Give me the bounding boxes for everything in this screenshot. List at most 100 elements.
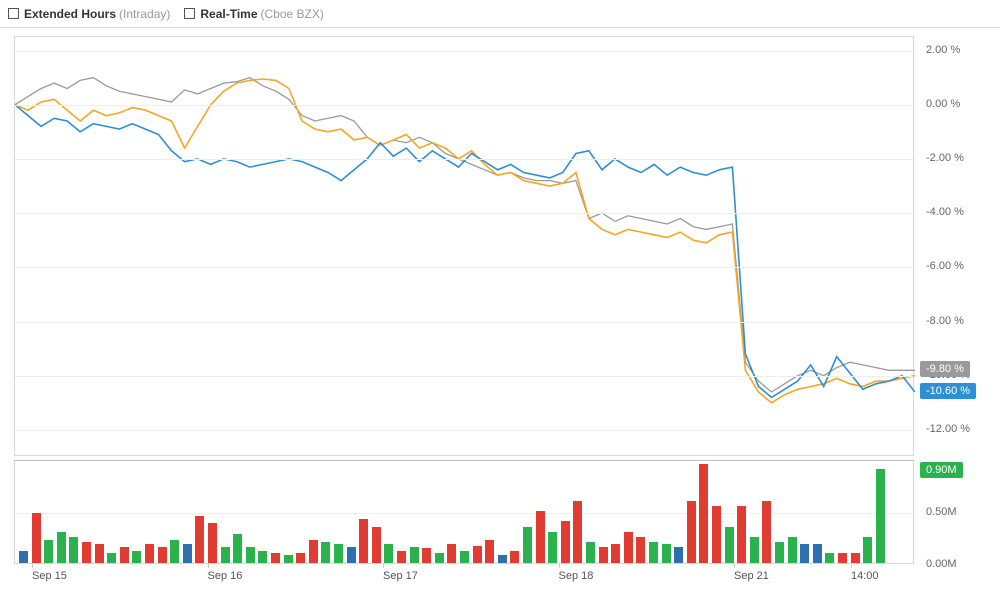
volume-bar: [372, 527, 381, 563]
volume-bar: [498, 555, 507, 563]
volume-bar: [825, 553, 834, 563]
volume-bar: [359, 519, 368, 563]
volume-bar: [145, 544, 154, 563]
volume-bar: [876, 469, 885, 563]
gridline: [15, 159, 913, 160]
volume-bar: [422, 548, 431, 563]
chart-lines-svg: [15, 37, 915, 457]
gridline: [15, 105, 913, 106]
volume-bar: [32, 513, 41, 563]
volume-bar: [221, 547, 230, 563]
volume-bar: [536, 511, 545, 563]
chart-header: Extended Hours (Intraday) Real-Time (Cbo…: [0, 0, 1000, 28]
volume-bar: [800, 544, 809, 563]
extended-hours-label: Extended Hours: [24, 7, 116, 21]
volume-bar: [485, 540, 494, 563]
x-axis-label: 14:00: [851, 570, 879, 582]
x-tick-mark: [559, 564, 560, 568]
volume-bar: [687, 501, 696, 563]
realtime-label: Real-Time: [200, 7, 257, 21]
gridline: [15, 267, 913, 268]
volume-bar: [296, 553, 305, 563]
volume-bar: [460, 551, 469, 563]
volume-bar: [334, 544, 343, 563]
volume-bar: [435, 553, 444, 563]
volume-bar: [712, 506, 721, 563]
volume-bar: [611, 544, 620, 563]
volume-bar: [674, 547, 683, 563]
volume-chart[interactable]: [14, 460, 914, 564]
volume-bar: [636, 537, 645, 563]
volume-bar: [309, 540, 318, 563]
realtime-checkbox[interactable]: Real-Time (Cboe BZX): [184, 7, 324, 21]
y-axis-label: -6.00 %: [926, 260, 964, 272]
line-series-gray: [15, 78, 915, 392]
gridline: [15, 51, 913, 52]
y-axis-label: -8.00 %: [926, 315, 964, 327]
volume-bar: [195, 516, 204, 563]
volume-bar: [120, 547, 129, 563]
gridline: [15, 213, 913, 214]
gridline: [15, 430, 913, 431]
volume-bar: [548, 532, 557, 563]
volume-bar: [851, 553, 860, 563]
volume-bar: [750, 537, 759, 563]
volume-bar: [725, 527, 734, 563]
volume-bar: [44, 540, 53, 563]
volume-bar: [95, 544, 104, 563]
volume-bar: [347, 547, 356, 563]
volume-y-label: 0.50M: [926, 506, 957, 518]
price-chart[interactable]: [14, 36, 914, 456]
y-axis-label: -12.00 %: [926, 423, 970, 435]
volume-bar: [699, 464, 708, 563]
volume-bar: [573, 501, 582, 563]
checkbox-icon: [184, 8, 195, 19]
extended-hours-detail: (Intraday): [119, 7, 170, 21]
checkbox-icon: [8, 8, 19, 19]
volume-bar: [158, 547, 167, 563]
volume-bar: [233, 534, 242, 563]
gridline: [15, 322, 913, 323]
price-end-tag: -10.60 %: [920, 383, 976, 399]
volume-bar: [586, 542, 595, 563]
x-tick-mark: [383, 564, 384, 568]
volume-bar: [82, 542, 91, 563]
x-axis-label: Sep 18: [559, 570, 594, 582]
x-axis-label: Sep 21: [734, 570, 769, 582]
y-axis-label: -4.00 %: [926, 206, 964, 218]
volume-bar: [284, 555, 293, 563]
volume-bar: [321, 542, 330, 563]
x-tick-mark: [851, 564, 852, 568]
line-series-blue: [15, 105, 915, 398]
x-axis-label: Sep 16: [208, 570, 243, 582]
volume-y-label: 0.00M: [926, 558, 957, 570]
y-axis-label: -2.00 %: [926, 152, 964, 164]
volume-bar: [788, 537, 797, 563]
volume-bar: [624, 532, 633, 563]
volume-bar: [737, 506, 746, 563]
volume-bar: [813, 544, 822, 563]
volume-bar: [447, 544, 456, 563]
volume-bar: [397, 551, 406, 563]
line-series-orange: [15, 79, 915, 403]
realtime-detail: (Cboe BZX): [261, 7, 324, 21]
volume-gridline: [15, 513, 913, 514]
volume-bar: [19, 551, 28, 563]
volume-bar: [863, 537, 872, 563]
volume-bar: [775, 542, 784, 563]
gridline: [15, 376, 913, 377]
volume-bar: [510, 551, 519, 563]
volume-bar: [246, 547, 255, 563]
x-tick-mark: [32, 564, 33, 568]
volume-bar: [271, 553, 280, 563]
volume-bar: [523, 527, 532, 563]
price-end-tag: -9.80 %: [920, 361, 970, 377]
volume-bar: [410, 547, 419, 563]
volume-current-tag: 0.90M: [920, 462, 963, 478]
volume-bar: [170, 540, 179, 563]
x-axis-label: Sep 15: [32, 570, 67, 582]
extended-hours-checkbox[interactable]: Extended Hours (Intraday): [8, 7, 170, 21]
volume-bar: [132, 551, 141, 563]
x-tick-mark: [734, 564, 735, 568]
volume-bar: [561, 521, 570, 563]
